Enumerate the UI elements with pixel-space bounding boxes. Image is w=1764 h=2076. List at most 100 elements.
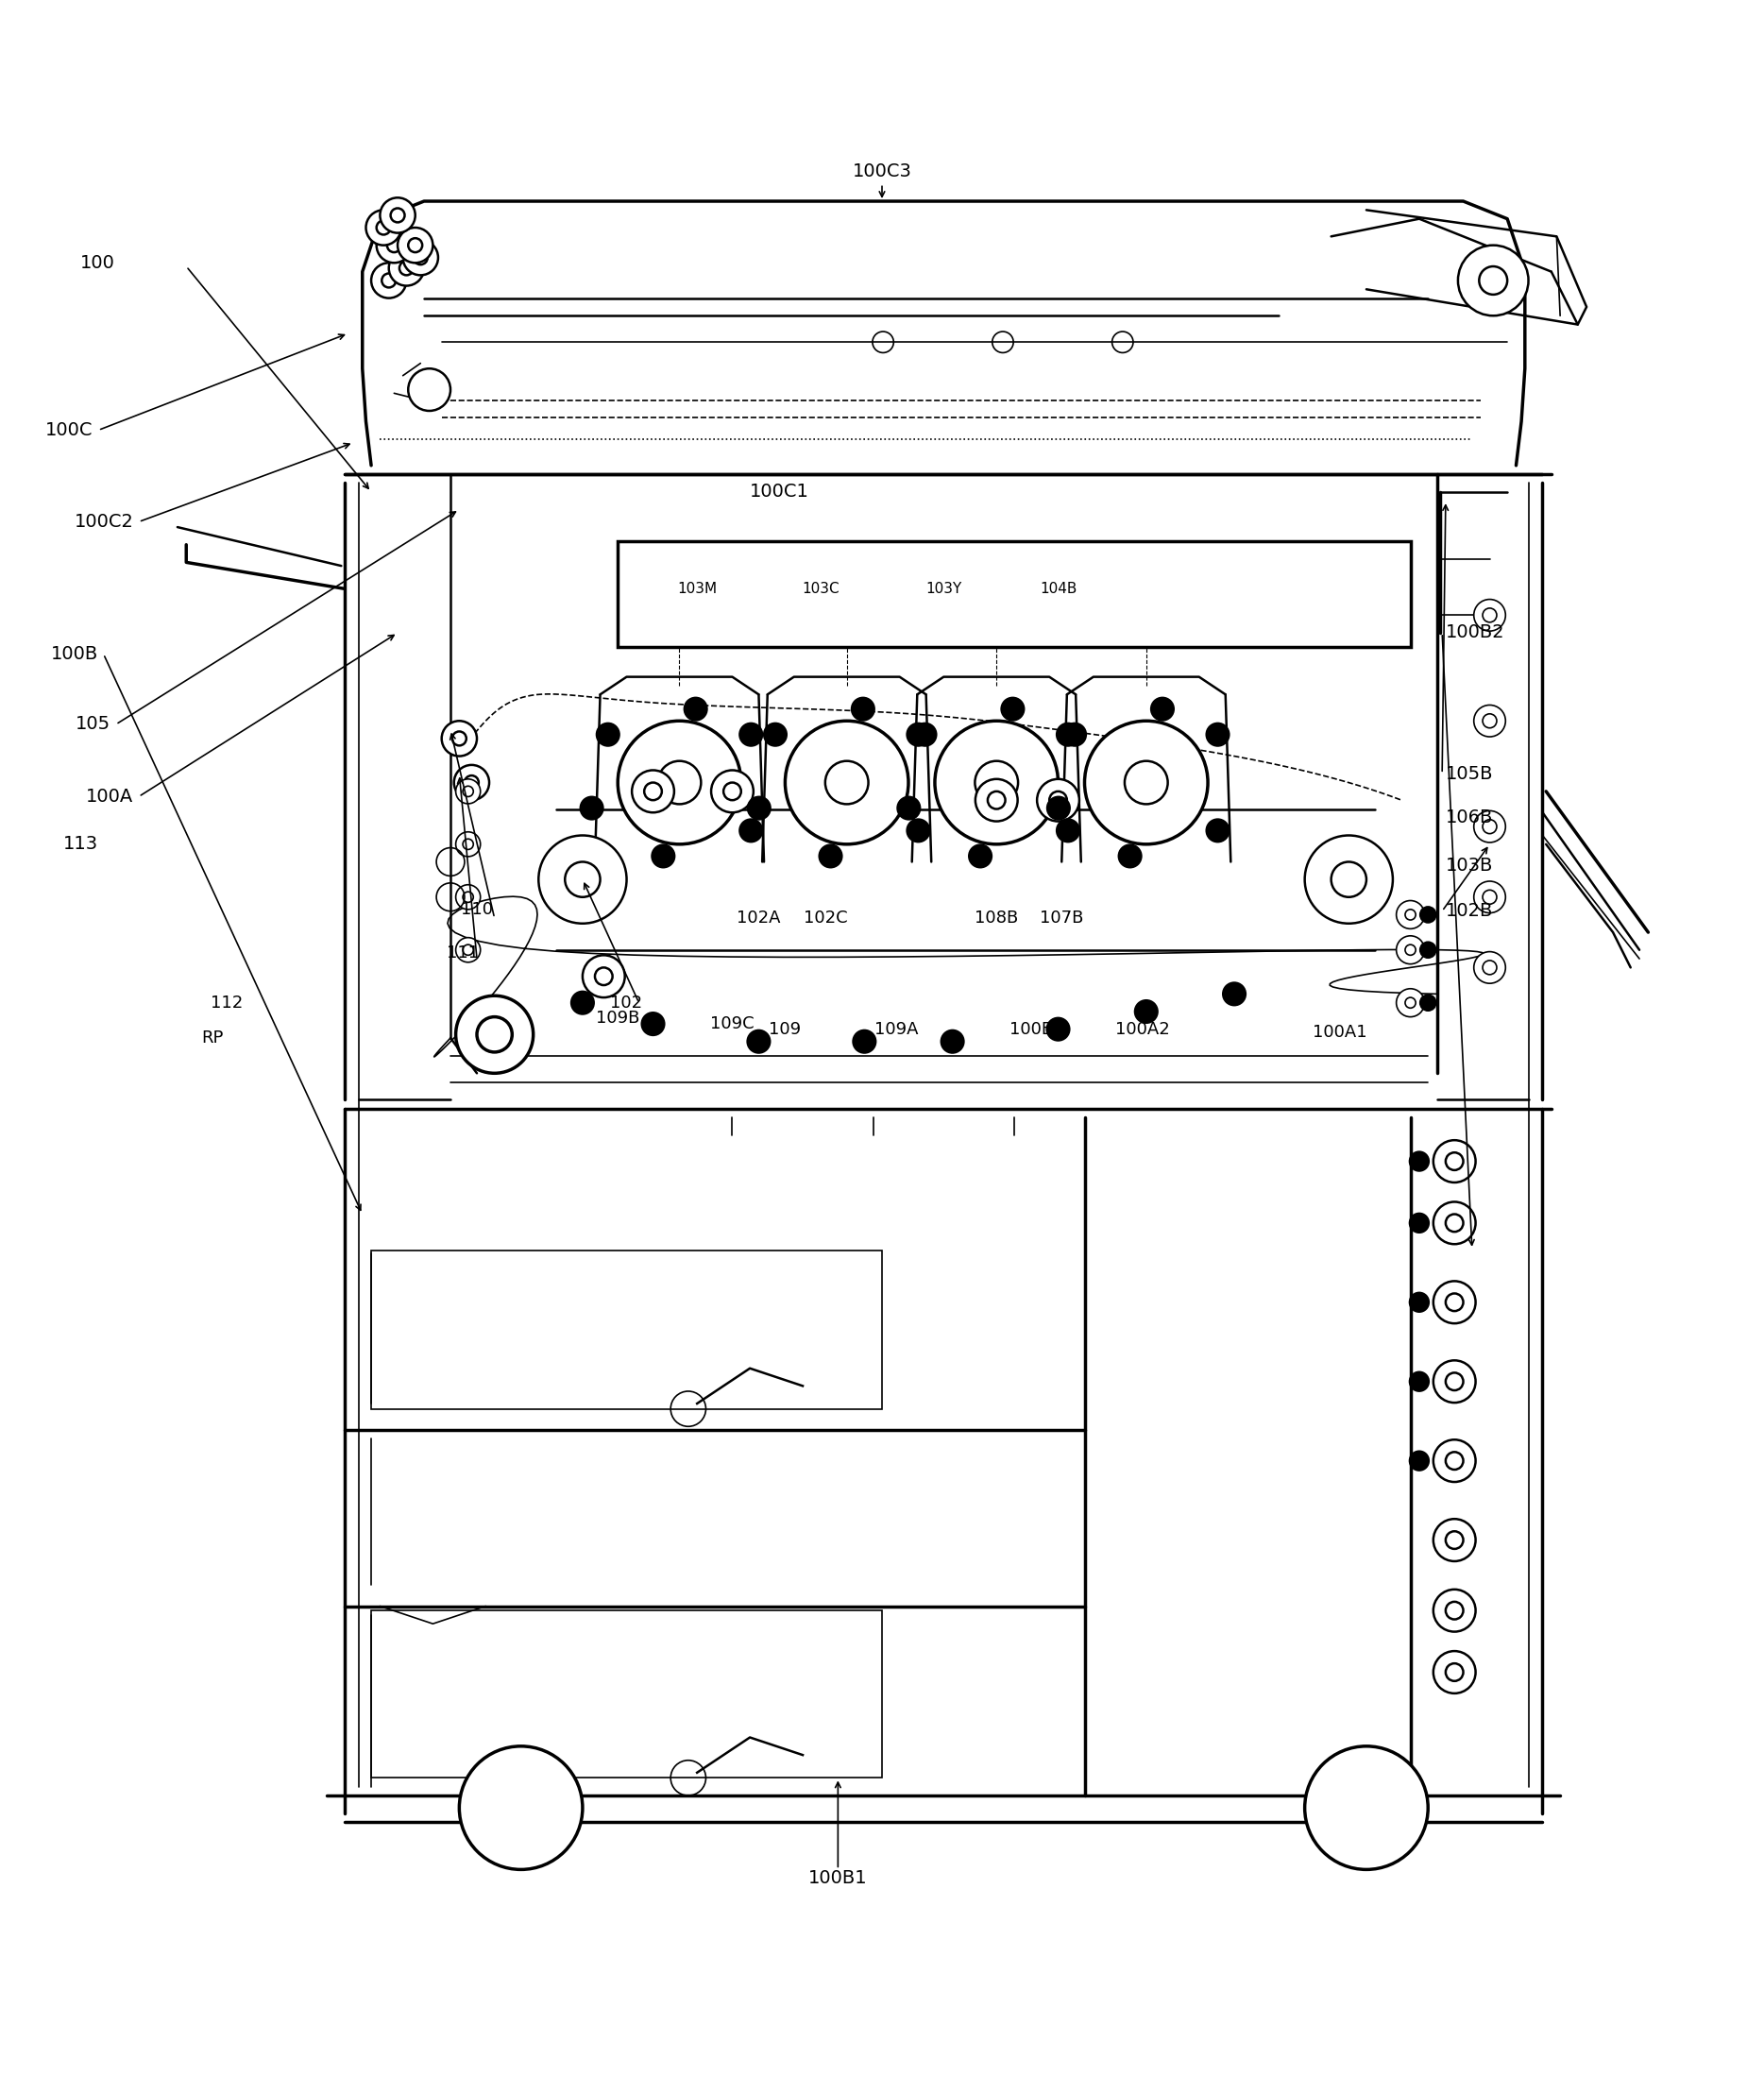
- Text: 100A2: 100A2: [1115, 1021, 1170, 1038]
- Bar: [617, 542, 1411, 648]
- Circle shape: [1420, 994, 1438, 1011]
- Circle shape: [1446, 1152, 1464, 1171]
- Text: 100C: 100C: [46, 421, 93, 440]
- Circle shape: [968, 843, 993, 868]
- Text: 103Y: 103Y: [926, 581, 961, 596]
- Circle shape: [683, 698, 707, 720]
- Bar: [370, 1611, 882, 1777]
- Circle shape: [1434, 1439, 1475, 1482]
- Circle shape: [746, 1030, 771, 1055]
- Text: RP: RP: [201, 1030, 224, 1046]
- Circle shape: [1482, 820, 1496, 835]
- Text: 112: 112: [210, 994, 243, 1011]
- Circle shape: [390, 208, 404, 222]
- Circle shape: [1046, 795, 1071, 820]
- Circle shape: [462, 893, 473, 903]
- Circle shape: [1446, 1451, 1464, 1470]
- Circle shape: [453, 764, 489, 799]
- Circle shape: [1482, 608, 1496, 623]
- Circle shape: [386, 239, 400, 253]
- Circle shape: [1475, 812, 1505, 843]
- Circle shape: [1134, 999, 1159, 1023]
- Circle shape: [464, 776, 478, 789]
- Circle shape: [1205, 818, 1230, 843]
- Circle shape: [1434, 1520, 1475, 1561]
- Circle shape: [640, 1011, 665, 1036]
- Circle shape: [723, 783, 741, 799]
- Circle shape: [381, 274, 395, 286]
- Circle shape: [1125, 762, 1168, 803]
- Circle shape: [370, 264, 406, 299]
- Circle shape: [476, 1017, 512, 1053]
- Text: 103B: 103B: [1446, 857, 1492, 874]
- Circle shape: [455, 996, 533, 1073]
- Circle shape: [617, 720, 741, 845]
- Circle shape: [1420, 940, 1438, 959]
- Circle shape: [1397, 901, 1425, 928]
- Circle shape: [935, 720, 1058, 845]
- Circle shape: [1478, 266, 1506, 295]
- Circle shape: [1420, 905, 1438, 924]
- Text: 100: 100: [81, 253, 115, 272]
- Text: 100B: 100B: [51, 646, 99, 662]
- Text: 102C: 102C: [804, 909, 848, 926]
- Text: 102A: 102A: [737, 909, 781, 926]
- Circle shape: [1406, 996, 1416, 1009]
- Circle shape: [365, 210, 400, 245]
- Text: 105: 105: [76, 716, 111, 733]
- Circle shape: [1055, 818, 1080, 843]
- Circle shape: [1205, 722, 1230, 747]
- Circle shape: [1305, 835, 1394, 924]
- Circle shape: [413, 251, 427, 264]
- Circle shape: [1446, 1214, 1464, 1231]
- Text: 103M: 103M: [677, 581, 716, 596]
- Circle shape: [1482, 891, 1496, 905]
- Circle shape: [1085, 720, 1208, 845]
- Circle shape: [376, 220, 390, 235]
- Text: 109: 109: [769, 1021, 801, 1038]
- Circle shape: [1050, 791, 1067, 810]
- Circle shape: [1046, 1017, 1071, 1042]
- Text: 100B1: 100B1: [808, 1868, 868, 1887]
- Circle shape: [1446, 1293, 1464, 1312]
- Circle shape: [644, 783, 662, 799]
- Circle shape: [1475, 951, 1505, 984]
- Circle shape: [570, 990, 594, 1015]
- Circle shape: [658, 762, 700, 803]
- Circle shape: [462, 787, 473, 797]
- Text: 100A: 100A: [86, 787, 134, 805]
- Circle shape: [388, 251, 423, 286]
- Circle shape: [1434, 1650, 1475, 1694]
- Text: 109B: 109B: [596, 1011, 640, 1028]
- Text: 102: 102: [610, 994, 642, 1011]
- Text: 113: 113: [64, 835, 99, 853]
- Circle shape: [1475, 600, 1505, 631]
- Circle shape: [940, 1030, 965, 1055]
- Circle shape: [1406, 909, 1416, 920]
- Circle shape: [379, 197, 415, 233]
- Circle shape: [907, 722, 931, 747]
- Text: 109A: 109A: [875, 1021, 917, 1038]
- Circle shape: [1406, 945, 1416, 955]
- Circle shape: [1332, 862, 1367, 897]
- Circle shape: [746, 795, 771, 820]
- Text: 100C3: 100C3: [852, 162, 912, 181]
- Circle shape: [399, 262, 413, 276]
- Circle shape: [1409, 1212, 1431, 1233]
- Circle shape: [826, 762, 868, 803]
- Circle shape: [1446, 1372, 1464, 1391]
- Circle shape: [594, 967, 612, 986]
- Circle shape: [907, 818, 931, 843]
- Circle shape: [1434, 1140, 1475, 1183]
- Circle shape: [455, 778, 480, 803]
- Circle shape: [1434, 1360, 1475, 1403]
- Circle shape: [1409, 1291, 1431, 1312]
- Circle shape: [764, 722, 787, 747]
- Circle shape: [538, 835, 626, 924]
- Circle shape: [975, 762, 1018, 803]
- Circle shape: [579, 795, 603, 820]
- Circle shape: [1409, 1150, 1431, 1171]
- Text: 100B2: 100B2: [1446, 623, 1505, 641]
- Circle shape: [975, 778, 1018, 822]
- Circle shape: [711, 770, 753, 812]
